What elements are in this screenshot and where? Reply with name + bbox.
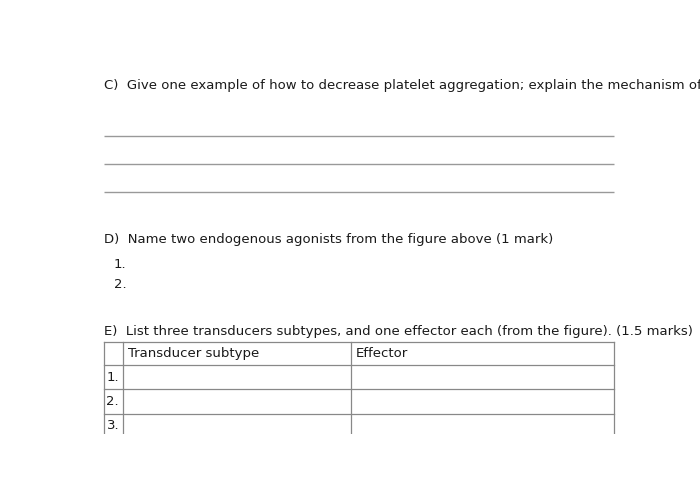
Text: 1.: 1.: [113, 258, 126, 271]
Text: 1.: 1.: [106, 370, 119, 384]
Text: Effector: Effector: [356, 347, 408, 360]
Text: C)  Give one example of how to decrease platelet aggregation; explain the mechan: C) Give one example of how to decrease p…: [104, 79, 700, 92]
Text: D)  Name two endogenous agonists from the figure above (1 mark): D) Name two endogenous agonists from the…: [104, 233, 553, 246]
Text: E)  List three transducers subtypes, and one effector each (from the figure). (1: E) List three transducers subtypes, and …: [104, 325, 692, 338]
Text: 2.: 2.: [113, 278, 126, 291]
Text: Transducer subtype: Transducer subtype: [128, 347, 260, 360]
Text: 3.: 3.: [106, 419, 119, 432]
Text: 2.: 2.: [106, 395, 119, 408]
